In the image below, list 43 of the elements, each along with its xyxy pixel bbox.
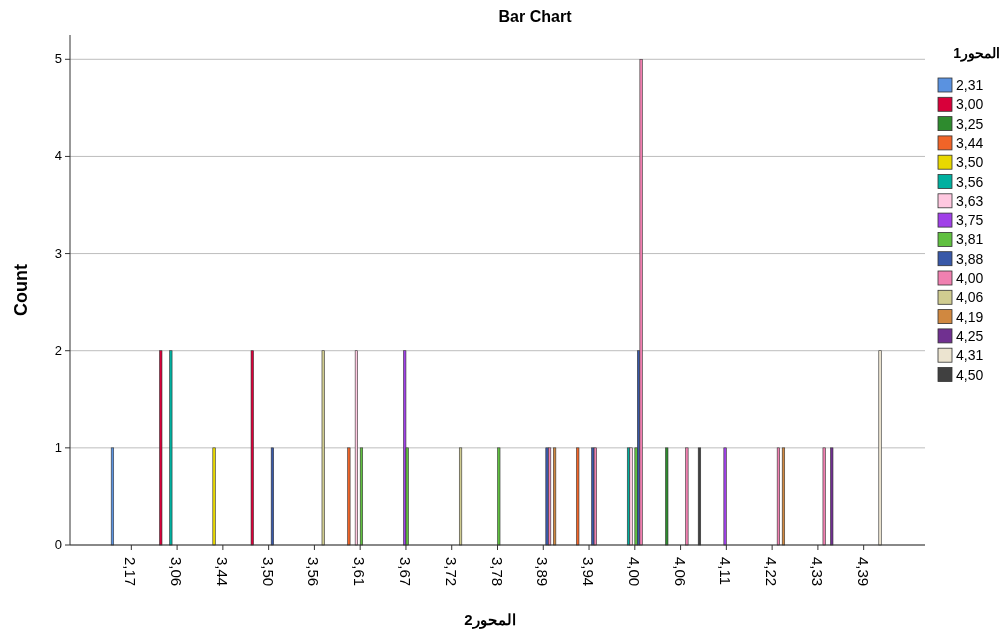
- legend-label: 4,31: [956, 347, 984, 364]
- x-tick-label: 3,50: [259, 557, 277, 587]
- x-tick-label: 3,72: [442, 557, 460, 587]
- x-tick-label: 3,94: [580, 557, 598, 587]
- legend-label: 4,50: [956, 366, 984, 383]
- y-tick-label: 5: [54, 51, 62, 67]
- legend-label: 3,88: [956, 250, 984, 267]
- legend-label: 4,06: [956, 289, 984, 306]
- x-tick-label: 4,33: [808, 557, 826, 587]
- x-tick-label: 4,39: [854, 557, 872, 587]
- y-tick-label: 2: [54, 342, 62, 358]
- x-tick-label: 4,22: [763, 557, 781, 587]
- legend-label: 4,00: [956, 270, 984, 286]
- x-tick-label: 3,44: [213, 557, 231, 587]
- chart-title: Bar Chart: [498, 8, 573, 25]
- legend-label: 3,63: [956, 192, 984, 209]
- x-tick-label: 3,06: [168, 557, 186, 587]
- y-tick-label: 1: [54, 439, 62, 455]
- x-tick-label: 4,06: [671, 557, 689, 587]
- x-tick-label: 3,89: [534, 557, 552, 587]
- y-tick-label: 3: [54, 245, 62, 261]
- y-axis-title: Count: [11, 264, 31, 316]
- x-tick-label: 3,78: [488, 557, 506, 587]
- legend-label: 3,25: [956, 115, 984, 132]
- legend-label: 4,19: [956, 308, 984, 325]
- legend-label: 3,75: [956, 212, 984, 229]
- x-tick-label: 3,56: [305, 557, 323, 587]
- legend-label: 3,50: [956, 154, 984, 171]
- legend-label: 3,00: [956, 96, 984, 113]
- legend-title: المحور1: [953, 45, 1000, 62]
- x-tick-label: 4,11: [717, 557, 735, 586]
- legend-label: 3,44: [956, 134, 984, 151]
- legend-label: 2,31: [956, 77, 984, 93]
- legend-label: 3,81: [956, 231, 984, 248]
- x-axis-title: المحور2: [464, 611, 516, 629]
- y-tick-label: 4: [54, 148, 62, 164]
- x-tick-label: 4,00: [625, 557, 643, 587]
- x-tick-label: 3,61: [351, 557, 369, 587]
- x-tick-label: 3,67: [396, 557, 414, 587]
- y-tick-label: 0: [54, 537, 62, 552]
- legend-label: 3,56: [956, 173, 984, 190]
- legend-label: 4,25: [956, 327, 984, 344]
- x-tick-label: 2,17: [122, 557, 140, 587]
